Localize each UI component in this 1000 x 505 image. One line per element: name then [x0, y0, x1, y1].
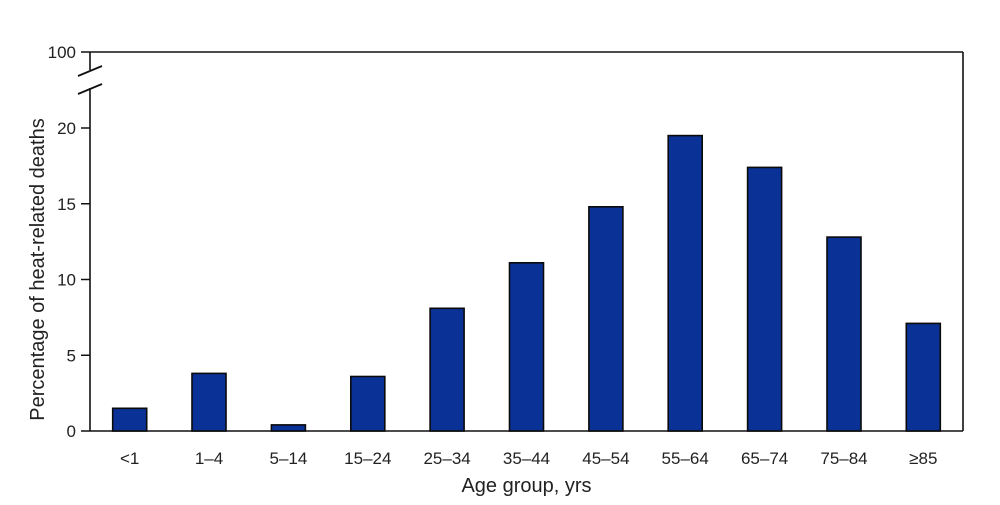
x-tick-label: ≥85	[909, 449, 937, 468]
y-axis-ticks: 0 5 10 15 20 100	[48, 43, 90, 441]
bar	[429, 307, 465, 432]
x-tick-label: 1–4	[195, 449, 223, 468]
y-tick-label: 10	[57, 271, 76, 290]
y-tick-label: 15	[57, 195, 76, 214]
x-tick-label: 15–24	[344, 449, 391, 468]
x-tick-label: 75–84	[820, 449, 867, 468]
x-axis-ticks: <1 1–4 5–14 15–24 25–34 35–44 45–54 55–64 65–74 7…	[120, 449, 937, 468]
bar	[588, 206, 624, 432]
y-axis-break-mark	[77, 65, 103, 95]
bar	[826, 236, 862, 432]
y-tick-label: 5	[67, 346, 76, 365]
x-axis-title: Age group, yrs	[461, 475, 591, 497]
axis-break-stroke-2	[77, 83, 103, 95]
x-tick-label: 65–74	[741, 449, 788, 468]
y-tick-label: 20	[57, 119, 76, 138]
bars-group	[111, 134, 942, 432]
y-axis-title: Percentage of heat-related deaths	[27, 118, 49, 420]
bar	[191, 372, 227, 432]
bar	[667, 134, 704, 432]
axis-break-stroke-1	[77, 65, 103, 77]
x-tick-label: 25–34	[423, 449, 470, 468]
bar	[746, 166, 783, 432]
x-tick-label: 35–44	[503, 449, 550, 468]
y-tick-label-break: 100	[48, 43, 76, 62]
bar	[905, 322, 942, 432]
x-tick-label: 55–64	[662, 449, 709, 468]
bar	[111, 407, 148, 432]
x-tick-label: 45–54	[582, 449, 629, 468]
x-tick-label: <1	[120, 449, 139, 468]
bar	[349, 375, 386, 432]
x-tick-label: 5–14	[269, 449, 307, 468]
bar	[270, 424, 307, 432]
y-tick-label: 0	[67, 422, 76, 441]
bar	[508, 261, 545, 432]
